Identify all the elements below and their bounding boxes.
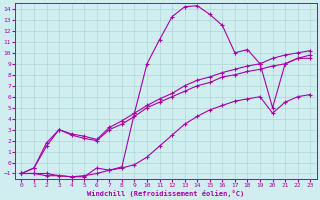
X-axis label: Windchill (Refroidissement éolien,°C): Windchill (Refroidissement éolien,°C)	[87, 190, 244, 197]
